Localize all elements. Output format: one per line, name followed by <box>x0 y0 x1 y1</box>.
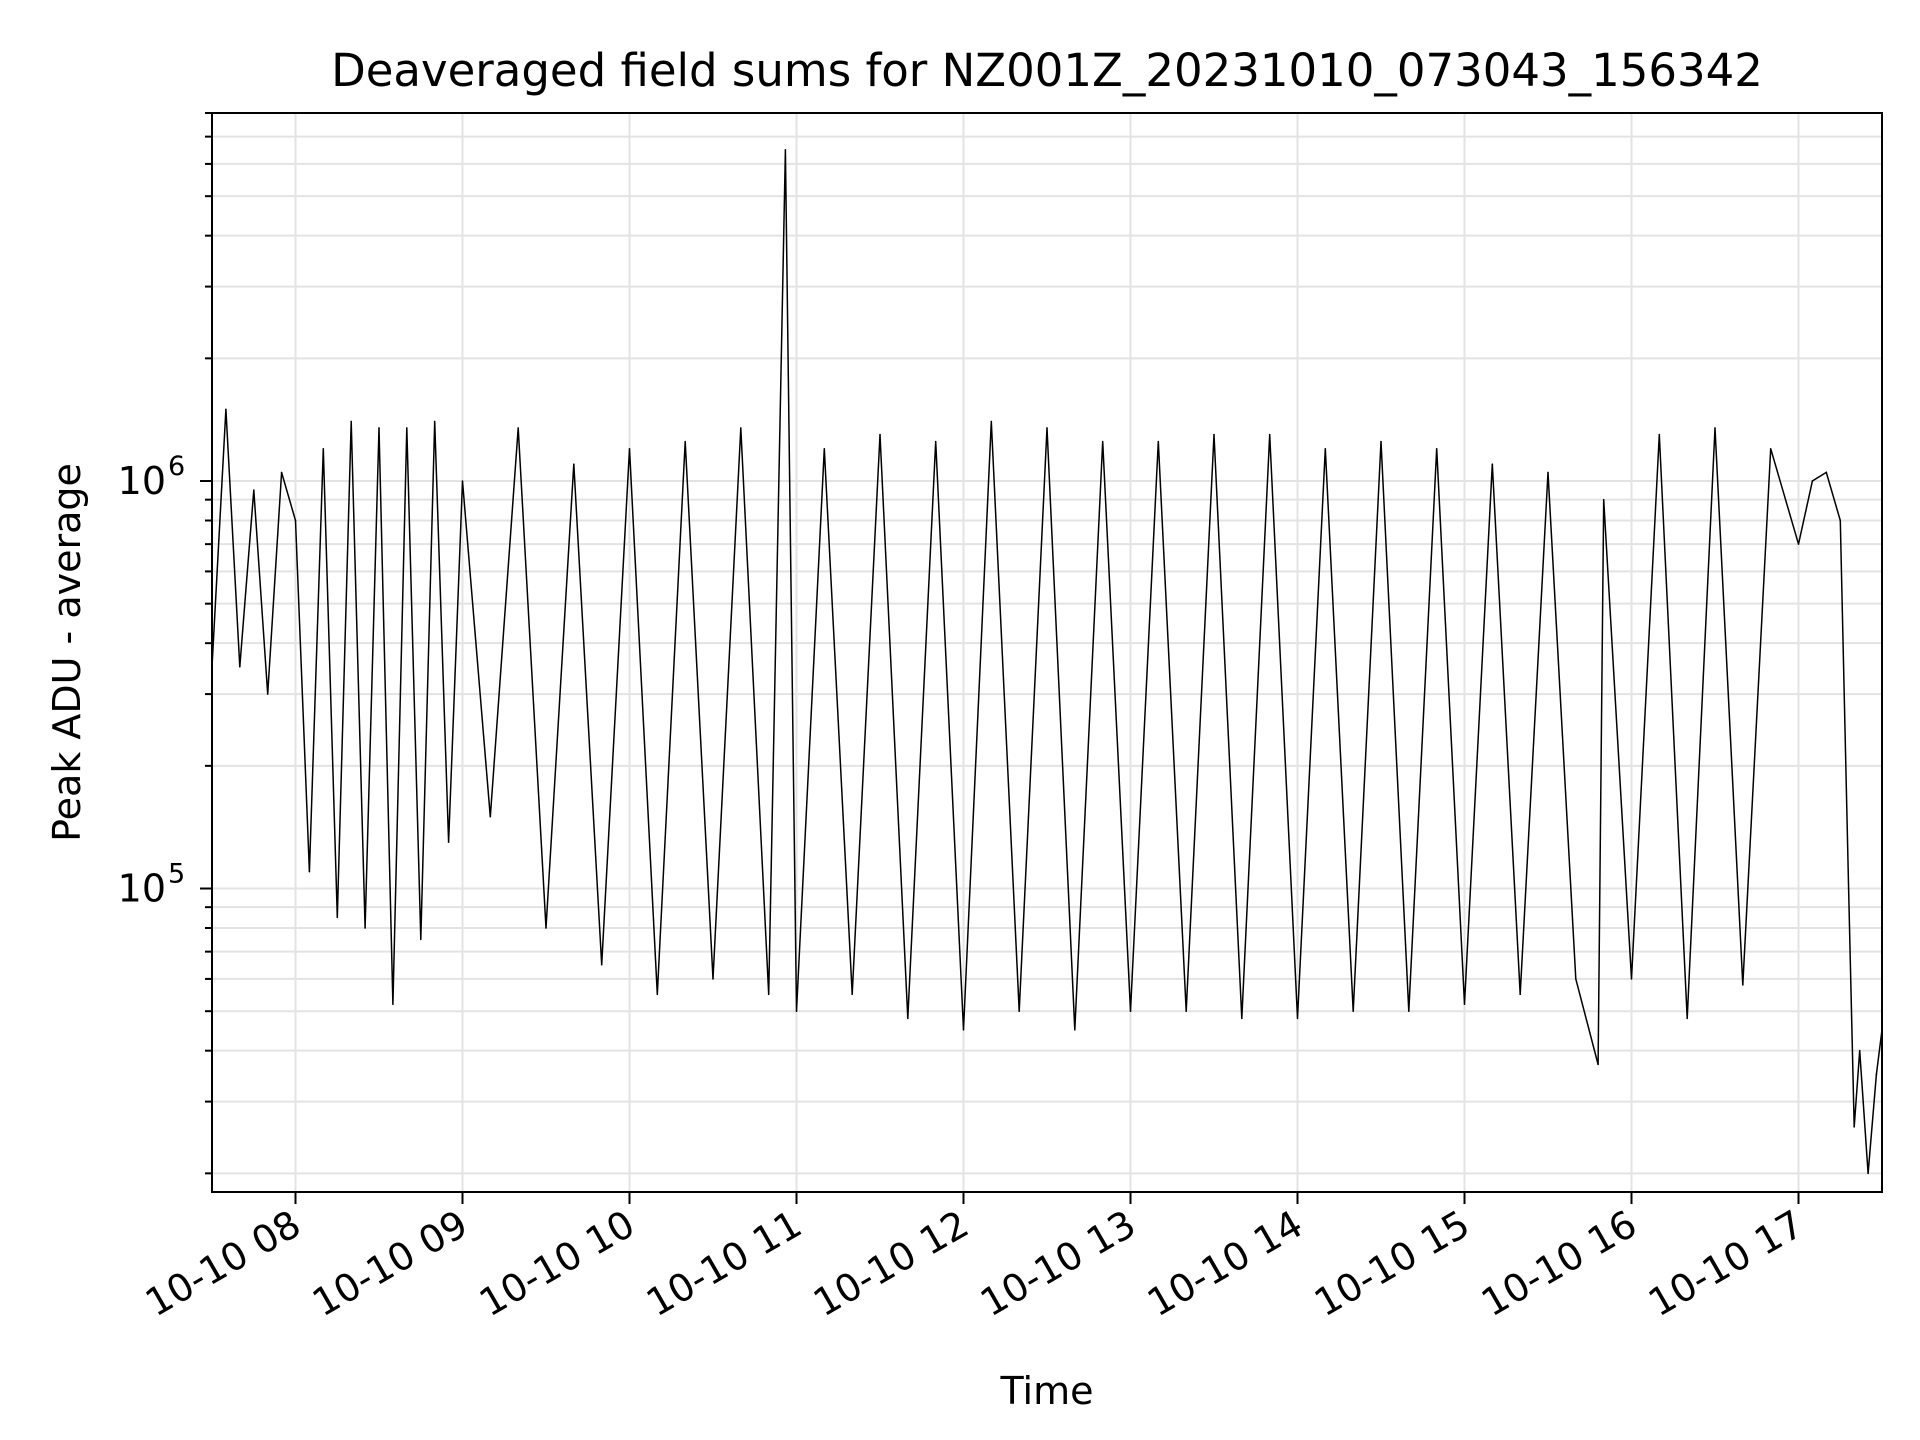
data-point <box>962 1029 965 1031</box>
data-point <box>1324 447 1327 450</box>
data-point <box>1597 1063 1599 1066</box>
data-point <box>656 993 659 996</box>
data-point <box>1853 1126 1855 1128</box>
data-point <box>628 447 631 450</box>
data-point <box>419 938 422 941</box>
data-point <box>225 408 227 411</box>
x-tick-label: 10-10 09 <box>305 1202 475 1326</box>
data-point <box>1858 1049 1861 1052</box>
data-point <box>1575 978 1577 980</box>
grid-lines <box>212 112 1882 1192</box>
chart-title: Deaveraged field sums for NZ001Z_2023101… <box>331 44 1763 97</box>
data-point <box>350 420 352 423</box>
plot-area-frame <box>211 112 1883 1193</box>
data-point <box>378 427 380 429</box>
x-tick-label: 10-10 11 <box>639 1202 809 1326</box>
data-point <box>1157 440 1160 443</box>
data-point <box>1408 1010 1410 1012</box>
data-point <box>1213 433 1215 436</box>
data-point <box>1519 993 1521 996</box>
y-tick-label-exponent: 5 <box>168 859 185 890</box>
x-tick-label: 10-10 10 <box>472 1202 642 1326</box>
data-point <box>934 440 937 443</box>
x-tick-label: 10-10 12 <box>806 1202 976 1326</box>
data-point <box>1380 440 1382 443</box>
data-point <box>322 447 325 450</box>
data-point <box>280 471 283 474</box>
data-point <box>684 440 686 443</box>
data-point <box>1602 498 1605 501</box>
data-point <box>1839 519 1842 522</box>
series-layer <box>211 148 1883 1175</box>
data-point <box>712 978 714 980</box>
data-point <box>907 1017 909 1020</box>
y-tick-label-exponent: 6 <box>168 451 185 482</box>
data-point <box>795 1010 798 1012</box>
data-point <box>1491 463 1494 465</box>
y-tick-label: 10 <box>118 867 166 911</box>
x-tick-label: 10-10 16 <box>1474 1202 1644 1326</box>
data-point <box>461 480 464 482</box>
data-point <box>294 519 297 522</box>
data-point <box>252 489 255 491</box>
data-point <box>1658 433 1661 436</box>
data-point <box>823 447 826 450</box>
x-axis-label: Time <box>1000 1369 1094 1413</box>
data-point <box>1241 1017 1243 1020</box>
data-point <box>239 666 241 668</box>
data-point <box>364 927 366 929</box>
data-point <box>1268 433 1271 436</box>
data-point <box>1867 1172 1869 1175</box>
y-tick-label: 10 <box>118 459 166 503</box>
data-point <box>1714 427 1716 429</box>
data-point <box>1847 887 1850 890</box>
series-line <box>211 149 1883 1174</box>
data-point <box>851 993 853 996</box>
data-point <box>1101 440 1104 443</box>
data-point <box>1352 1010 1354 1012</box>
data-point <box>1686 1017 1688 1020</box>
data-point <box>406 427 408 429</box>
data-point <box>308 870 311 873</box>
data-point <box>1074 1029 1076 1031</box>
x-tick-label: 10-10 08 <box>138 1202 308 1326</box>
data-point <box>1296 1017 1299 1020</box>
data-point <box>1811 480 1814 482</box>
data-point <box>1129 1010 1132 1012</box>
x-tick-label: 10-10 17 <box>1641 1202 1811 1326</box>
data-point <box>517 427 519 429</box>
x-tick-label: 10-10 13 <box>973 1202 1143 1326</box>
data-point <box>392 1003 394 1006</box>
data-point <box>489 815 492 818</box>
data-point <box>433 420 436 423</box>
data-point <box>1435 447 1438 450</box>
x-tick-label: 10-10 15 <box>1307 1202 1477 1326</box>
data-point <box>767 993 770 996</box>
data-point <box>1630 978 1633 980</box>
data-point <box>784 148 787 151</box>
data-point <box>266 693 269 695</box>
data-point <box>879 433 881 436</box>
data-point <box>545 927 547 929</box>
data-point <box>990 420 993 423</box>
data-point <box>1875 1073 1878 1076</box>
data-point <box>1769 447 1772 450</box>
data-point <box>600 963 603 966</box>
x-tick-label: 10-10 14 <box>1140 1202 1310 1326</box>
data-point <box>447 841 450 843</box>
data-point <box>336 916 339 919</box>
data-point <box>1463 1003 1466 1006</box>
data-point <box>740 427 742 429</box>
y-axis-label: Peak ADU - average <box>45 463 89 842</box>
data-point <box>1018 1010 1020 1012</box>
data-point <box>573 463 575 465</box>
data-point <box>1797 543 1800 545</box>
data-point <box>1742 984 1744 986</box>
data-point <box>1825 471 1828 474</box>
data-point <box>1046 427 1048 429</box>
data-point <box>1185 1010 1187 1012</box>
data-point <box>1547 471 1549 474</box>
